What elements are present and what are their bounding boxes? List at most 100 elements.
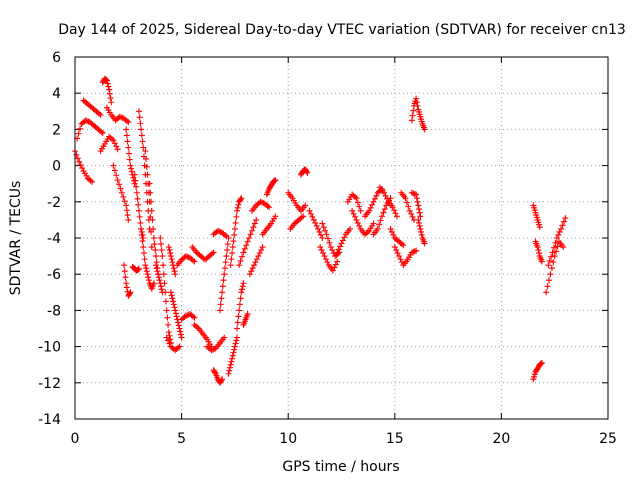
data-point bbox=[171, 268, 178, 275]
data-point bbox=[231, 225, 238, 232]
y-tick-label: 6 bbox=[52, 50, 61, 66]
plot-frame bbox=[74, 56, 609, 420]
data-point bbox=[143, 155, 150, 162]
y-tick-label: -4 bbox=[47, 231, 61, 247]
data-point bbox=[125, 119, 132, 126]
data-point bbox=[302, 202, 309, 209]
data-point bbox=[175, 319, 182, 326]
data-point bbox=[389, 204, 396, 211]
data-point bbox=[160, 262, 167, 269]
data-point bbox=[212, 369, 219, 376]
data-point bbox=[364, 228, 371, 235]
data-point bbox=[322, 227, 329, 234]
data-point bbox=[182, 312, 189, 319]
data-point bbox=[114, 146, 121, 153]
data-point bbox=[398, 259, 405, 266]
data-point bbox=[418, 231, 425, 238]
data-point bbox=[406, 207, 413, 214]
data-point bbox=[155, 274, 162, 281]
data-point bbox=[306, 207, 313, 214]
series-s19 bbox=[165, 244, 179, 278]
data-point bbox=[230, 349, 237, 356]
data-point bbox=[246, 271, 253, 278]
data-point bbox=[256, 250, 263, 257]
data-point bbox=[77, 161, 84, 168]
x-tick-label: 5 bbox=[177, 431, 186, 447]
data-point bbox=[227, 361, 234, 368]
data-point bbox=[243, 242, 250, 249]
series-s28 bbox=[216, 235, 232, 314]
data-point bbox=[140, 250, 147, 257]
data-point bbox=[176, 325, 183, 332]
data-point bbox=[87, 177, 94, 184]
data-point bbox=[209, 346, 216, 353]
data-point bbox=[335, 246, 342, 253]
data-point bbox=[329, 267, 336, 274]
data-point bbox=[110, 162, 117, 169]
data-point bbox=[416, 222, 423, 229]
data-point bbox=[150, 225, 157, 232]
x-tick-label: 10 bbox=[279, 431, 297, 447]
data-point bbox=[135, 265, 142, 272]
series-s47 bbox=[361, 186, 386, 220]
data-point bbox=[236, 262, 243, 269]
data-point bbox=[219, 289, 226, 296]
data-point bbox=[234, 319, 241, 326]
data-point bbox=[413, 191, 420, 198]
data-point bbox=[334, 258, 341, 265]
x-tick-label: 25 bbox=[599, 431, 617, 447]
data-point bbox=[230, 238, 237, 245]
data-point bbox=[168, 292, 175, 299]
data-point bbox=[249, 265, 256, 272]
data-point bbox=[411, 190, 418, 197]
data-point bbox=[135, 108, 142, 115]
data-point bbox=[309, 213, 316, 220]
data-point bbox=[413, 99, 420, 106]
series-s60 bbox=[545, 215, 569, 269]
data-point bbox=[377, 217, 384, 224]
series-s26 bbox=[210, 227, 230, 240]
data-point bbox=[167, 253, 174, 260]
data-point bbox=[233, 337, 240, 344]
data-point bbox=[370, 220, 377, 227]
data-point bbox=[327, 244, 334, 251]
data-point bbox=[238, 195, 245, 202]
data-point bbox=[334, 249, 341, 256]
data-point bbox=[334, 250, 341, 257]
data-point bbox=[121, 262, 128, 269]
data-point bbox=[153, 253, 160, 260]
data-point bbox=[229, 352, 236, 359]
series-s1 bbox=[72, 148, 96, 185]
data-point bbox=[380, 209, 387, 216]
data-point bbox=[266, 204, 273, 211]
data-point bbox=[153, 262, 160, 269]
data-point bbox=[397, 256, 404, 263]
data-point bbox=[99, 130, 106, 137]
data-point bbox=[252, 259, 259, 266]
data-point bbox=[219, 376, 226, 383]
data-point bbox=[126, 290, 133, 297]
data-point bbox=[239, 286, 246, 293]
data-point bbox=[121, 198, 128, 205]
data-point bbox=[148, 228, 155, 235]
data-point bbox=[218, 295, 225, 302]
data-point bbox=[189, 313, 196, 320]
data-point bbox=[123, 284, 130, 291]
data-point bbox=[534, 244, 541, 251]
data-point bbox=[233, 213, 240, 220]
data-point bbox=[239, 283, 246, 290]
data-point bbox=[167, 250, 174, 257]
data-point bbox=[234, 207, 241, 214]
data-point bbox=[414, 102, 421, 109]
data-point bbox=[226, 364, 233, 371]
data-point bbox=[132, 177, 139, 184]
data-point bbox=[120, 193, 127, 200]
data-point bbox=[135, 266, 142, 273]
data-point bbox=[125, 144, 132, 151]
data-point bbox=[164, 314, 171, 321]
data-point bbox=[232, 340, 239, 347]
data-point bbox=[234, 204, 241, 211]
data-point bbox=[272, 177, 279, 184]
series-s50 bbox=[387, 225, 407, 249]
data-point bbox=[234, 325, 241, 332]
